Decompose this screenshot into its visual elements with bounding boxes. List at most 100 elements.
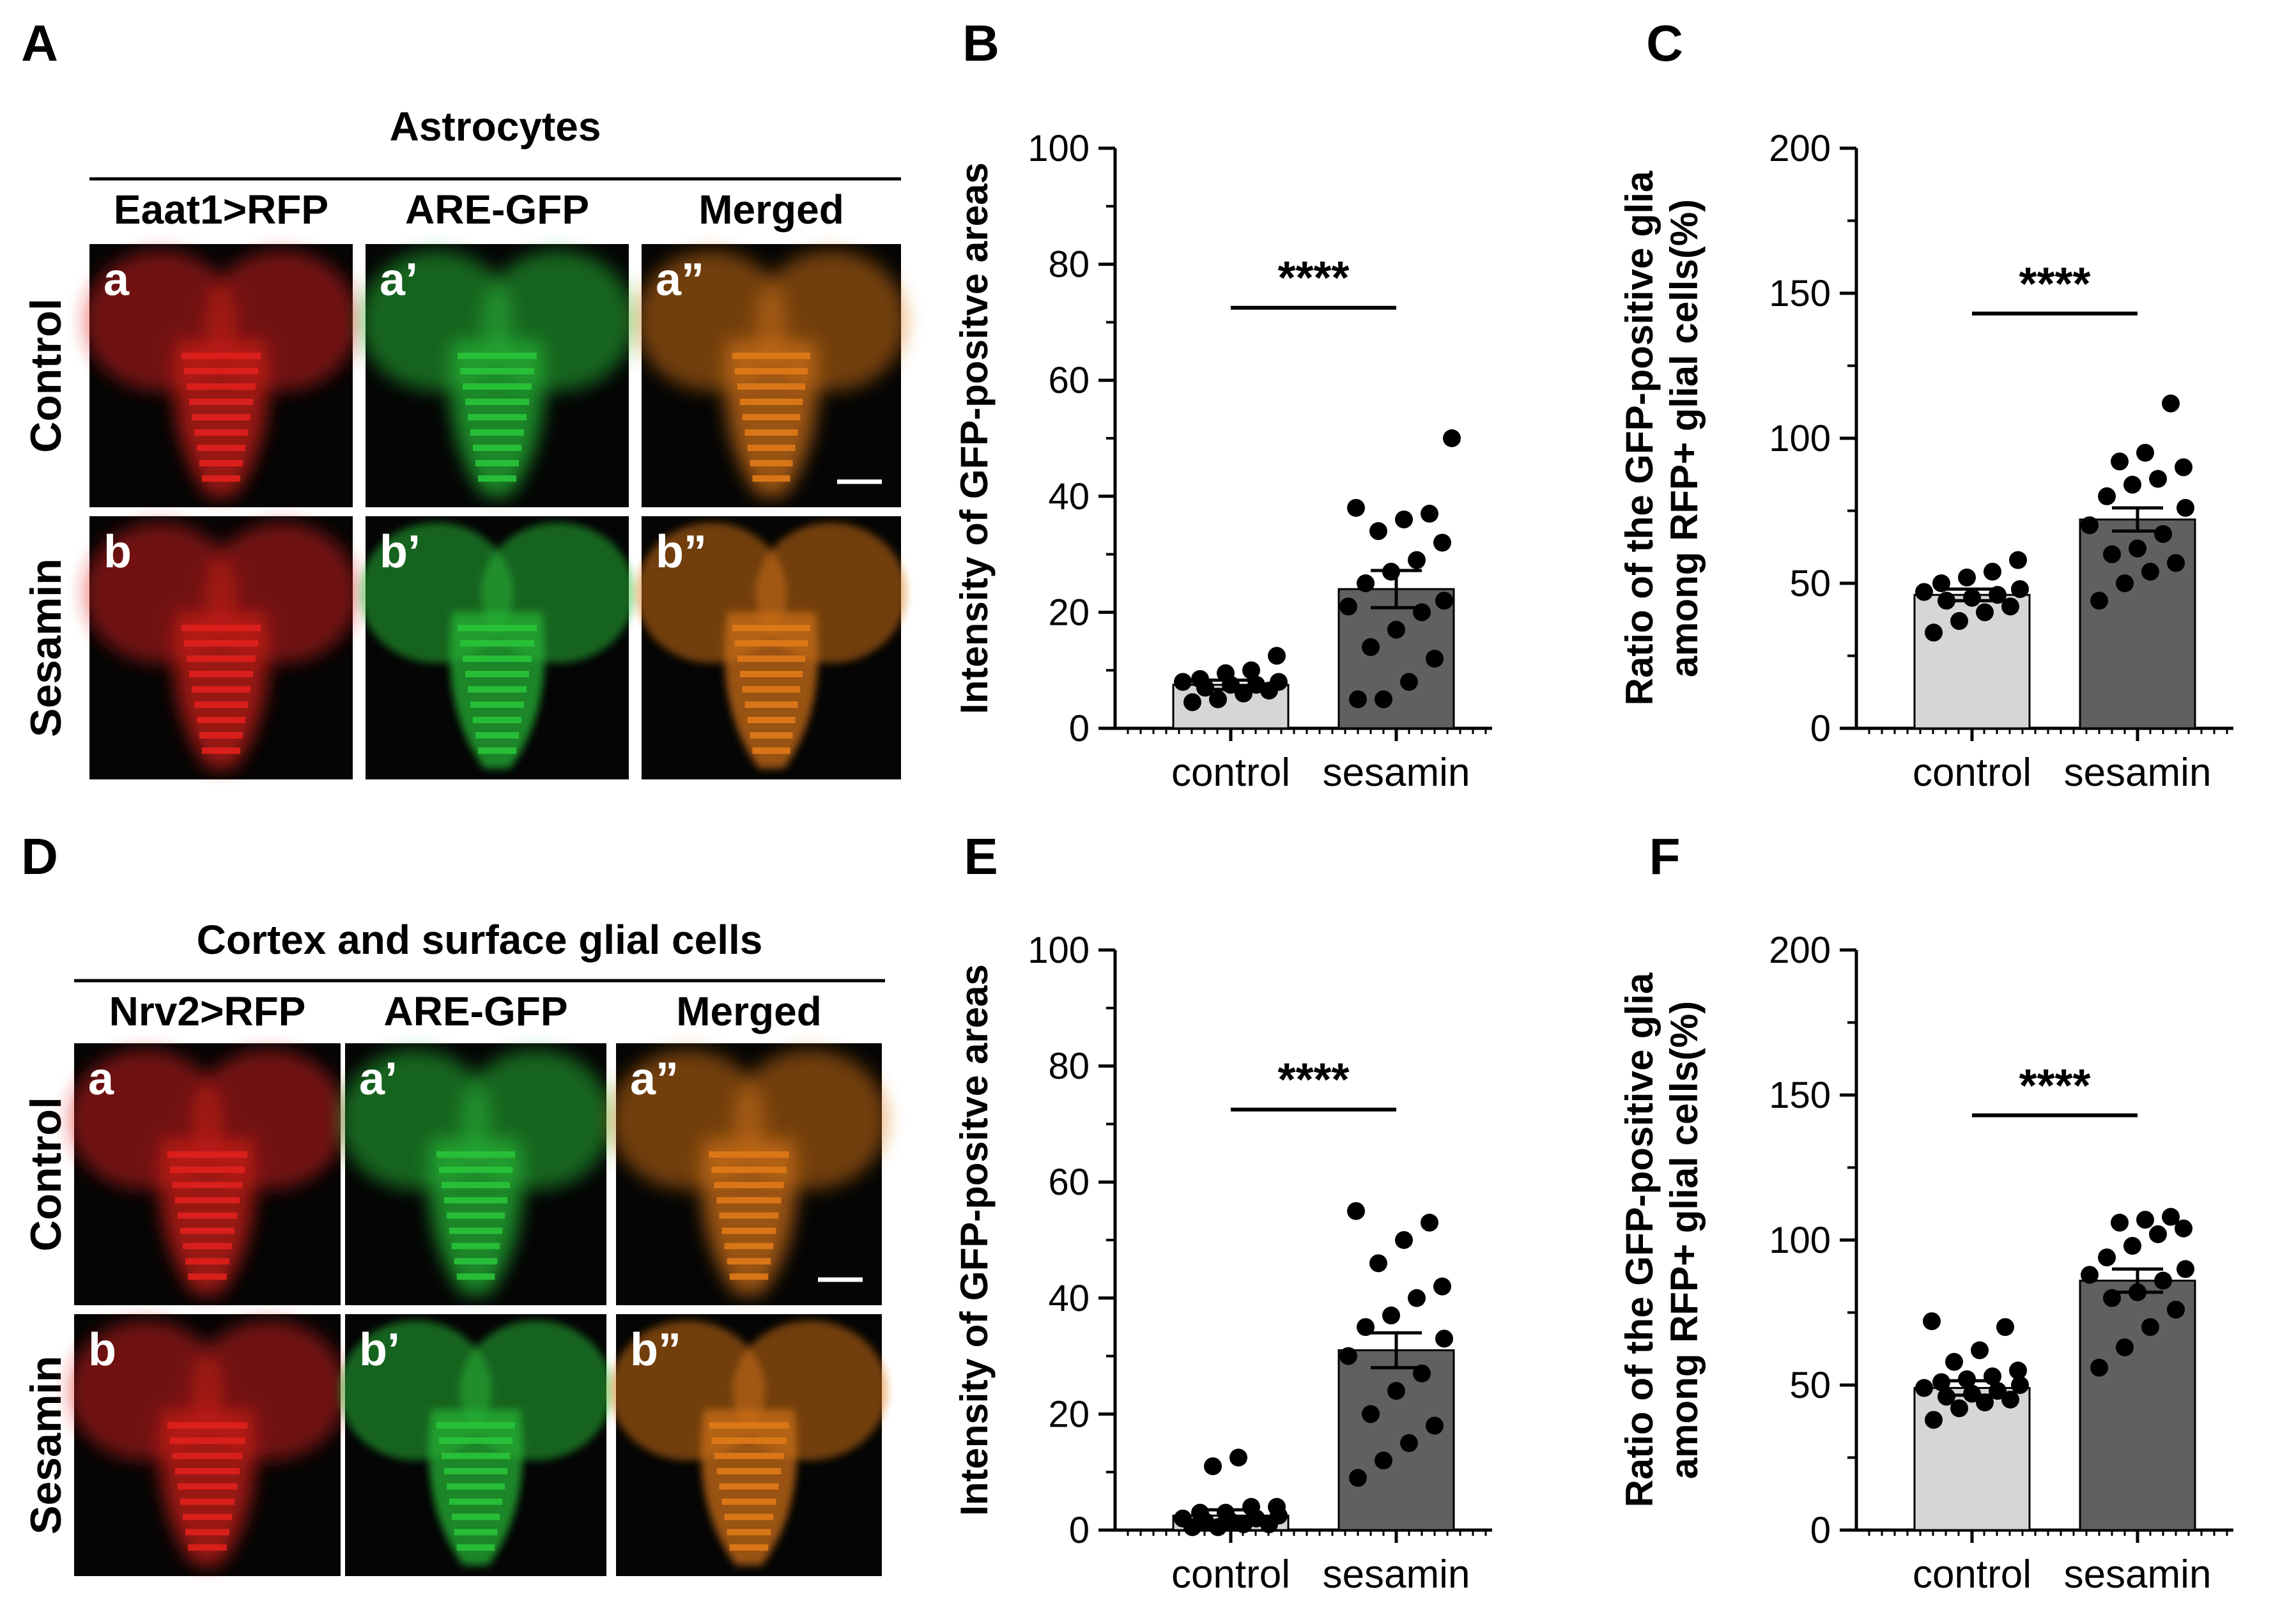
data-point <box>1242 1498 1260 1516</box>
data-point <box>1950 1399 1968 1418</box>
column-header: ARE-GFP <box>405 187 589 233</box>
x-tick-label: control <box>1913 751 2031 795</box>
y-axis-label: Ratio of the GFP-positive gliaamong RFP+… <box>1618 972 1706 1507</box>
data-point <box>1349 690 1367 709</box>
data-point <box>1958 1370 1976 1388</box>
data-point <box>1183 693 1201 712</box>
data-point <box>1413 603 1431 622</box>
y-tick-label: 40 <box>1048 476 1090 517</box>
data-point <box>2154 525 2172 543</box>
row-label: Control <box>22 1097 70 1252</box>
image-label: a” <box>656 254 704 305</box>
micrograph-image: b’ <box>339 1314 612 1576</box>
data-point <box>1989 586 2007 604</box>
micrograph-image: b” <box>610 1314 888 1576</box>
bar-chart-f: F 0 50 100 150 200 Ratio of the GFP-positive g… <box>1618 828 2233 1597</box>
data-point <box>2162 1207 2180 1226</box>
data-point <box>1242 661 1260 680</box>
data-point <box>2123 475 2141 494</box>
data-point <box>1443 429 1461 447</box>
data-point <box>1339 597 1357 616</box>
micrograph-image: a’ <box>360 244 635 507</box>
x-tick-label: control <box>1171 751 1290 795</box>
data-point <box>2154 1271 2172 1290</box>
y-tick-label: 20 <box>1048 592 1090 633</box>
data-point <box>1925 624 1943 642</box>
data-point <box>1958 568 1976 586</box>
brain-segments <box>436 1151 516 1280</box>
y-tick-label: 100 <box>1028 128 1090 169</box>
micrograph-image: b <box>84 516 358 779</box>
micrograph-image: b” <box>636 516 907 779</box>
significance-label: **** <box>1277 253 1349 304</box>
image-label: b” <box>630 1324 681 1375</box>
image-label: b” <box>656 526 707 578</box>
data-point <box>1963 1384 1981 1403</box>
data-point <box>2167 554 2185 572</box>
y-tick-label: 80 <box>1048 1046 1090 1087</box>
significance-label: **** <box>2019 259 2090 310</box>
micrograph-image: a’ <box>339 1043 612 1305</box>
micrograph-image: a <box>84 244 358 507</box>
data-point <box>1971 1341 1989 1360</box>
data-point <box>1408 1289 1426 1307</box>
bar-chart-e: E 0 20 40 60 80 100 Intensity of GFP-positve ar… <box>953 828 1492 1597</box>
data-point <box>2136 1211 2154 1229</box>
data-point <box>1362 638 1380 656</box>
y-tick-label: 60 <box>1048 1161 1090 1203</box>
bar-charts: B 0 20 40 60 80 100 Intensity of GFP-positve ar… <box>953 15 2233 1597</box>
brain-segments <box>458 625 537 754</box>
image-label: a <box>104 254 130 305</box>
bar-chart-c: C 0 50 100 150 200 Ratio of the GFP-positive g… <box>1618 15 2233 795</box>
column-header: Eaat1>RFP <box>114 187 328 233</box>
data-point <box>1268 647 1286 665</box>
brain-segments <box>458 353 537 482</box>
panel-letter: E <box>964 828 998 885</box>
data-point <box>1433 533 1451 552</box>
y-axis-label: Ratio of the GFP-positive gliaamong RFP+… <box>1618 171 1706 705</box>
data-point <box>2129 1283 2146 1301</box>
column-header: Merged <box>676 988 822 1034</box>
data-point <box>1382 562 1400 581</box>
data-point <box>1229 1448 1247 1467</box>
x-tick-label: control <box>1171 1552 1290 1597</box>
y-axis-label-line: Intensity of GFP-positve areas <box>953 162 996 714</box>
error-bar <box>1371 1331 1422 1370</box>
image-label: a” <box>630 1053 679 1105</box>
row-label: Control <box>22 298 70 453</box>
data-point <box>1400 1434 1418 1452</box>
data-point <box>1963 588 1981 607</box>
micrograph-image: a” <box>610 1043 888 1305</box>
panel-letter: F <box>1649 828 1681 885</box>
data-point <box>1433 1277 1451 1296</box>
data-point <box>1413 1364 1431 1383</box>
bar <box>1337 1349 1455 1531</box>
y-tick-label: 150 <box>1769 1075 1831 1116</box>
y-axis-label: Intensity of GFP-positve areas <box>953 162 996 714</box>
y-tick-label: 100 <box>1769 1220 1831 1261</box>
x-tick-label: control <box>1913 1552 2031 1597</box>
data-point <box>2175 1219 2192 1237</box>
data-point <box>1435 1329 1453 1348</box>
data-point <box>1950 612 1968 631</box>
data-point <box>2129 539 2146 558</box>
y-axis-label-line: Ratio of the GFP-positive glia <box>1618 171 1661 705</box>
data-point <box>2098 487 2116 505</box>
data-point <box>2116 1338 2134 1356</box>
micrograph-image: b’ <box>360 516 635 779</box>
data-point <box>1421 505 1438 523</box>
data-point <box>1387 620 1405 639</box>
brain-segments <box>732 353 811 482</box>
data-point <box>2141 1318 2159 1337</box>
brain-segments <box>709 1151 789 1280</box>
data-point <box>1395 1231 1413 1249</box>
data-point <box>1915 1379 1933 1397</box>
data-point <box>1247 675 1265 694</box>
image-label: b <box>88 1324 116 1375</box>
data-point <box>1369 1254 1387 1273</box>
data-point <box>2123 1237 2141 1255</box>
y-tick-label: 150 <box>1769 273 1831 314</box>
data-point <box>1235 684 1252 703</box>
micrograph-image: a” <box>636 244 907 507</box>
